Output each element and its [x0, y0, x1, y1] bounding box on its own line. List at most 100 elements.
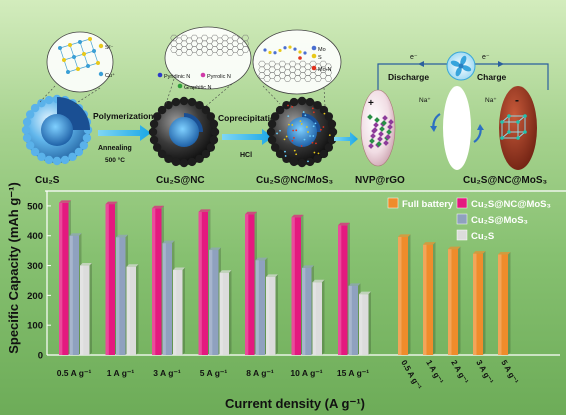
bar-Cu₂S@NC@MoS₃-5 A g⁻¹: [198, 209, 211, 355]
x-tick-label-full-battery: 5 A g⁻¹: [499, 359, 520, 386]
cu2s-nc-label: Cu₂S@NC: [156, 175, 205, 186]
synthesis-scheme: S²⁻ Cu⁺ Cu₂S Polymerization Annealing 50…: [21, 26, 549, 186]
y-tick-label: 0: [38, 351, 43, 362]
annealing-label: Annealing: [98, 145, 132, 152]
legend-swatch: [456, 197, 468, 209]
assembly-arrow: [334, 132, 358, 146]
legend-item: Cu₂S: [456, 229, 494, 242]
legend-swatch: [387, 197, 399, 209]
y-tick-label: 300: [27, 261, 43, 272]
legend-swatch: [456, 213, 468, 225]
na-ion-right: Na⁺: [485, 97, 497, 104]
negative-sign: -: [515, 93, 519, 107]
bars: [59, 200, 511, 355]
x-tick-label-half-cell: 5 A g⁻¹: [200, 368, 228, 378]
x-tick-labels: 0.5 A g⁻¹ 1 A g⁻¹ 3 A g⁻¹ 5 A g⁻¹ 8 A g⁻¹ 10 …: [57, 359, 520, 392]
legend-label: Cu₂S: [471, 231, 494, 242]
mo-legend: Mo: [318, 47, 326, 53]
bar-Cu₂S@NC@MoS₃-1 A g⁻¹: [105, 201, 118, 355]
bar-Cu₂S-1 A g⁻¹: [126, 264, 139, 355]
bar-Cu₂S@NC@MoS₃-8 A g⁻¹: [245, 211, 257, 355]
bar-Cu₂S-8 A g⁻¹: [266, 274, 278, 355]
cu2s-nc-mos3-label: Cu₂S@NC/MoS₃: [256, 175, 334, 186]
temperature-label: 500 °C: [105, 156, 125, 164]
bar-full-battery-3 A g⁻¹: [473, 251, 486, 355]
charge-label: Charge: [477, 72, 507, 82]
separator: [443, 86, 471, 170]
coprecipitation-arrow: Coprecipitation HCl: [218, 113, 280, 159]
polymerization-label: Polymerization: [93, 111, 153, 121]
bar-Cu₂S-0.5 A g⁻¹: [80, 263, 92, 355]
hcl-label: HCl: [240, 152, 252, 159]
legend: Full battery Cu₂S@NC@MoS₃ Cu₂S@MoS₃ Cu₂S: [387, 197, 551, 242]
pyridinic-n-legend: Pyridinic N: [164, 74, 190, 80]
y-tick-label: 200: [27, 291, 43, 302]
legend-item: Cu₂S@MoS₃: [456, 213, 528, 226]
y-tick-label: 500: [27, 201, 43, 212]
pyrrolic-n-legend: Pyrrolic N: [207, 74, 231, 80]
bar-full-battery-0.5 A g⁻¹: [398, 234, 411, 355]
bar-Cu₂S@MoS₃-15 A g⁻¹: [348, 283, 361, 355]
x-axis-label: Current density (A g⁻¹): [225, 396, 365, 411]
bar-Cu₂S-10 A g⁻¹: [312, 279, 325, 355]
bar-Cu₂S@MoS₃-10 A g⁻¹: [302, 265, 314, 355]
bar-full-battery-1 A g⁻¹: [423, 242, 436, 355]
s-legend: S: [318, 55, 322, 61]
discharge-label: Discharge: [388, 72, 429, 82]
coprecipitation-label: Coprecipitation: [218, 113, 280, 123]
bar-Cu₂S@NC@MoS₃-3 A g⁻¹: [152, 205, 164, 355]
bar-Cu₂S-5 A g⁻¹: [219, 270, 232, 355]
y-axis-label: Specific Capacity (mAh g⁻¹): [6, 182, 21, 354]
fan-icon: [446, 51, 476, 81]
bar-Cu₂S@NC@MoS₃-15 A g⁻¹: [338, 222, 350, 355]
bar-Cu₂S@MoS₃-1 A g⁻¹: [116, 234, 128, 355]
cu2s-nc-mos3-anode-label: Cu₂S@NC@MoS₃: [463, 175, 547, 186]
legend-label: Full battery: [402, 199, 454, 210]
electron-left: e⁻: [410, 54, 418, 61]
mo-n-legend: Mo-N: [318, 67, 331, 73]
cu2s-nc-mos3-sphere-illustration: [266, 96, 338, 168]
bar-Cu₂S@MoS₃-0.5 A g⁻¹: [69, 233, 82, 355]
cu2s-nc-sphere-illustration: [148, 96, 220, 168]
bar-Cu₂S@NC@MoS₃-10 A g⁻¹: [291, 214, 304, 355]
x-tick-label-full-battery: 1 A g⁻¹: [424, 359, 445, 386]
x-tick-label-half-cell: 0.5 A g⁻¹: [57, 368, 92, 378]
legend-label: Cu₂S@MoS₃: [471, 215, 528, 226]
full-cell-schematic: e⁻ e⁻ Discharge Charge + Na⁺ Na⁺: [355, 51, 549, 186]
bar-Cu₂S@NC@MoS₃-0.5 A g⁻¹: [59, 200, 71, 355]
y-tick-label: 100: [27, 321, 43, 332]
x-tick-label-half-cell: 10 A g⁻¹: [290, 368, 322, 378]
graphitic-n-legend: Graphitic N: [184, 85, 212, 91]
x-tick-label-full-battery: 2 A g⁻¹: [449, 359, 470, 386]
bar-Cu₂S@MoS₃-5 A g⁻¹: [209, 247, 221, 355]
cu2s-crystal-inset: S²⁻ Cu⁺: [39, 31, 115, 105]
positive-sign: +: [368, 98, 374, 109]
bar-full-battery-2 A g⁻¹: [448, 246, 461, 355]
bar-Cu₂S@MoS₃-3 A g⁻¹: [162, 240, 175, 355]
polymerization-annealing-arrow: Polymerization Annealing 500 °C: [93, 111, 153, 164]
bar-Cu₂S-15 A g⁻¹: [359, 291, 371, 355]
legend-swatch: [456, 229, 468, 241]
s2-ion-legend: S²⁻: [105, 45, 114, 51]
x-tick-label-half-cell: 1 A g⁻¹: [107, 368, 135, 378]
bar-full-battery-5 A g⁻¹: [498, 252, 511, 355]
legend-label: Cu₂S@NC@MoS₃: [471, 199, 551, 210]
bar-Cu₂S-3 A g⁻¹: [173, 267, 185, 355]
electron-right: e⁻: [482, 54, 490, 61]
cu2s-label: Cu₂S: [35, 175, 60, 186]
x-tick-label-half-cell: 15 A g⁻¹: [337, 368, 369, 378]
na-ion-left: Na⁺: [419, 97, 431, 104]
y-tick-label: 400: [27, 231, 43, 242]
cu2s-sphere-illustration: [21, 94, 93, 166]
legend-item: Cu₂S@NC@MoS₃: [456, 197, 551, 210]
legend-item: Full battery: [387, 197, 454, 210]
mos3-inset: Mo S Mo-N: [252, 29, 342, 107]
cu-ion-legend: Cu⁺: [105, 72, 115, 79]
bar-Cu₂S@MoS₃-8 A g⁻¹: [255, 257, 268, 355]
x-tick-label-full-battery: 3 A g⁻¹: [474, 359, 495, 386]
x-tick-label-half-cell: 8 A g⁻¹: [246, 368, 274, 378]
x-tick-label-full-battery: 0.5 A g⁻¹: [399, 359, 423, 392]
nc-carbon-inset: Pyridinic N Pyrrolic N Graphitic N: [157, 26, 252, 107]
